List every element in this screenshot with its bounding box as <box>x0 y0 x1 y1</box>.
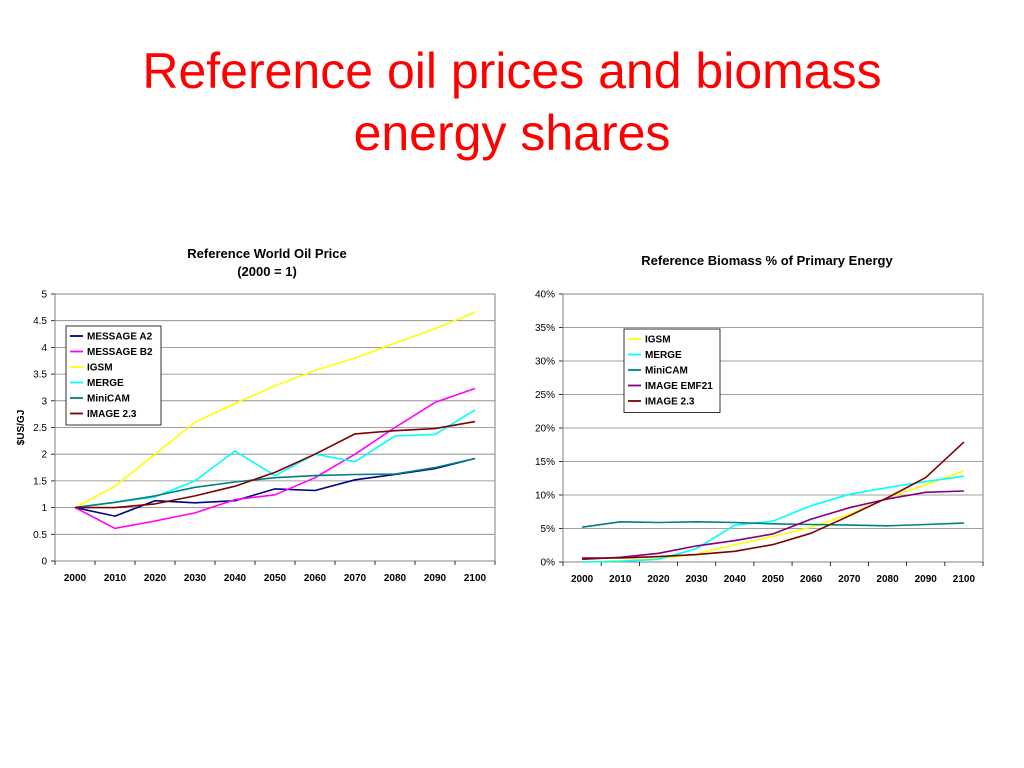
oil-series-minicam <box>74 457 476 509</box>
biomass-ytick-label: 20% <box>535 424 555 435</box>
oil-ytick-label: 3.5 <box>33 370 47 381</box>
oil-legend-label-message-a2: MESSAGE A2 <box>87 332 153 343</box>
biomass-ytick-label: 30% <box>535 357 555 368</box>
biomass-chart-title-line-1: Reference Biomass % of Primary Energy <box>641 253 893 268</box>
slide-title: Reference oil prices and biomass energy … <box>0 40 1024 164</box>
oil-ytick-label: 5 <box>41 290 47 301</box>
biomass-xtick-label: 2100 <box>953 574 976 585</box>
biomass-share-chart: Reference Biomass % of Primary Energy 0% 5… <box>535 253 984 585</box>
biomass-ytick-label: 5% <box>541 524 556 535</box>
oil-legend-label-merge: MERGE <box>87 378 124 389</box>
oil-xtick-label: 2100 <box>464 573 487 584</box>
biomass-xtick-label: 2080 <box>876 574 899 585</box>
biomass-series-image-2-3 <box>582 441 965 559</box>
biomass-xtick-label: 2000 <box>571 574 594 585</box>
biomass-plot-area <box>562 293 984 563</box>
oil-xtick-label: 2020 <box>144 573 167 584</box>
oil-legend-label-minicam: MiniCAM <box>87 394 130 405</box>
oil-legend <box>65 325 162 426</box>
oil-xtick-label: 2090 <box>424 573 447 584</box>
biomass-ytick-label: 0% <box>541 558 556 569</box>
oil-xtick-label: 2030 <box>184 573 207 584</box>
oil-chart-title-line-2: (2000 = 1) <box>237 264 297 279</box>
oil-ytick-label: 0.5 <box>33 530 47 541</box>
biomass-legend-label-merge: MERGE <box>645 350 682 361</box>
oil-legend-label-igsm: IGSM <box>87 363 113 374</box>
biomass-ytick-label: 10% <box>535 491 555 502</box>
biomass-series-image-emf21 <box>582 490 964 561</box>
oil-series-image-2-3 <box>75 420 476 509</box>
oil-xtick-label: 2060 <box>304 573 327 584</box>
oil-ytick-label: 4 <box>41 343 47 354</box>
oil-xtick-label: 2000 <box>64 573 87 584</box>
oil-ytick-label: 1.5 <box>33 476 47 487</box>
oil-plot-area <box>54 293 496 562</box>
oil-chart-title-line-1: Reference World Oil Price <box>187 246 346 261</box>
biomass-xtick-label: 2030 <box>686 574 709 585</box>
oil-xtick-label: 2080 <box>384 573 407 584</box>
biomass-series-minicam <box>581 520 964 528</box>
oil-xtick-label: 2070 <box>344 573 367 584</box>
oil-legend-label-message-b2: MESSAGE B2 <box>87 347 153 358</box>
biomass-ytick-label: 15% <box>535 457 555 468</box>
biomass-xtick-label: 2050 <box>762 574 785 585</box>
biomass-ytick-label: 25% <box>535 390 555 401</box>
biomass-series-merge <box>582 475 965 563</box>
oil-ytick-label: 0 <box>41 557 47 568</box>
biomass-legend-label-image-2-3: IMAGE 2.3 <box>645 397 695 408</box>
biomass-legend-label-minicam: MiniCAM <box>645 366 688 377</box>
oil-ytick-label: 1 <box>41 503 47 514</box>
biomass-xtick-label: 2020 <box>647 574 670 585</box>
oil-ylabel: $US/GJ <box>16 410 27 446</box>
slide-title-line-1: Reference oil prices and biomass <box>142 43 882 99</box>
oil-ytick-label: 4.5 <box>33 316 47 327</box>
oil-legend-label-image-2-3: IMAGE 2.3 <box>87 409 137 420</box>
oil-series-message-b2 <box>74 387 476 530</box>
oil-ytick-label: 2 <box>41 450 47 461</box>
biomass-xtick-label: 2060 <box>800 574 823 585</box>
biomass-xtick-label: 2040 <box>724 574 747 585</box>
biomass-ytick-label: 35% <box>535 323 555 334</box>
oil-ytick-label: 3 <box>41 396 47 407</box>
biomass-ytick-label: 40% <box>535 290 555 301</box>
oil-price-chart: Reference World Oil Price (2000 = 1) 0 0.5 1… <box>16 246 496 584</box>
oil-series-igsm <box>74 311 476 509</box>
biomass-xtick-label: 2010 <box>609 574 632 585</box>
slide-title-line-2: energy shares <box>353 105 671 161</box>
biomass-legend-label-igsm: IGSM <box>645 335 671 346</box>
biomass-xtick-label: 2070 <box>838 574 861 585</box>
oil-ytick-label: 2.5 <box>33 423 47 434</box>
oil-xtick-label: 2050 <box>264 573 287 584</box>
oil-xtick-label: 2040 <box>224 573 247 584</box>
biomass-xtick-label: 2090 <box>915 574 938 585</box>
biomass-legend-label-image-emf21: IMAGE EMF21 <box>645 381 713 392</box>
oil-xtick-label: 2010 <box>104 573 127 584</box>
